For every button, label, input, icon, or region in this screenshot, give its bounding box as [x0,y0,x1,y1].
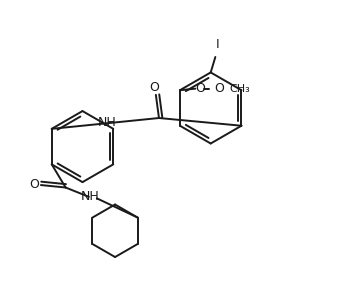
Text: NH: NH [98,116,116,129]
Text: I: I [216,38,219,51]
Text: CH₃: CH₃ [229,84,250,94]
Text: O: O [149,81,159,94]
Text: O: O [29,178,39,191]
Text: O: O [195,82,205,95]
Text: NH: NH [81,190,100,203]
Text: O: O [214,82,224,95]
